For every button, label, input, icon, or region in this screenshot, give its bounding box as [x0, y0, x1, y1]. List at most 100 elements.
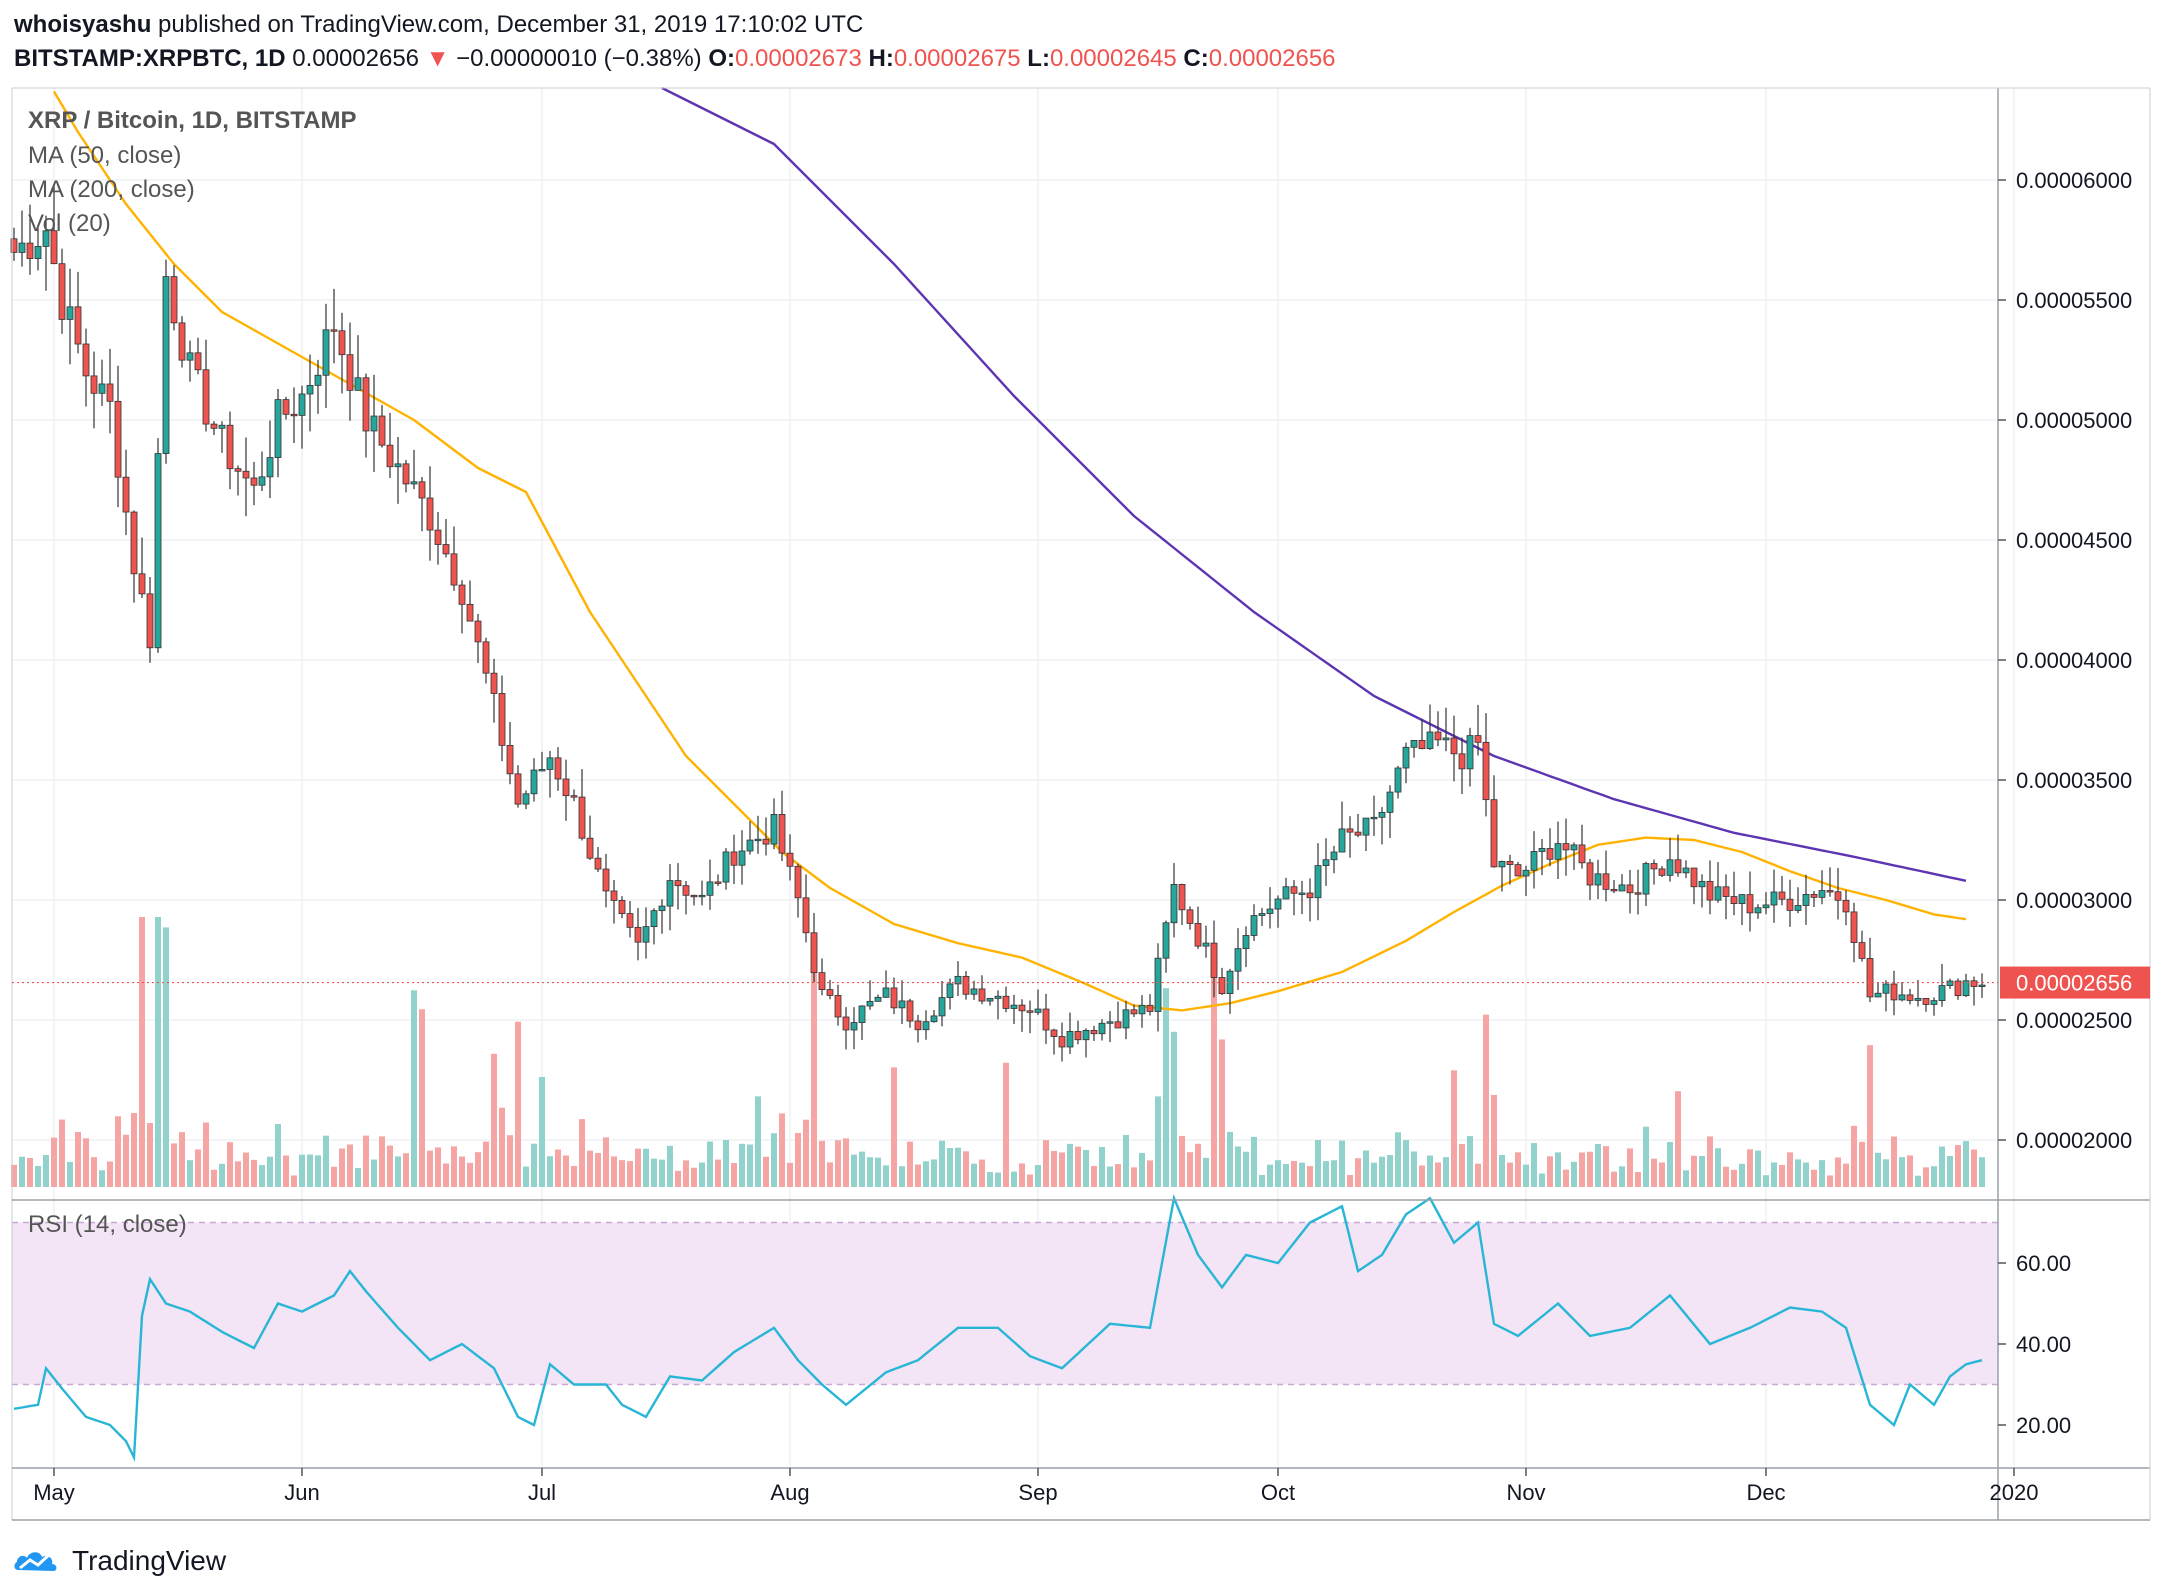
- candle-body: [1602, 873, 1610, 890]
- volume-bar: [1507, 1162, 1513, 1187]
- candle-body: [866, 1000, 874, 1007]
- volume-bar: [435, 1147, 441, 1187]
- candle-body: [1106, 1021, 1114, 1024]
- candle-body: [1434, 731, 1442, 741]
- candle-body: [1082, 1030, 1090, 1041]
- volume-bar: [35, 1165, 41, 1187]
- rsi-tick-label: 20.00: [2016, 1413, 2071, 1438]
- candle-body: [1314, 865, 1322, 899]
- published-text: published on TradingView.com, December 3…: [158, 11, 864, 38]
- volume-bar: [67, 1161, 73, 1187]
- candle-body: [1394, 767, 1402, 793]
- chart-legend: XRP / Bitcoin, 1D, BITSTAMP MA (50, clos…: [28, 107, 356, 1238]
- candle-body: [386, 444, 394, 468]
- volume-bar: [491, 1053, 497, 1187]
- chart-title: XRP / Bitcoin, 1D, BITSTAMP: [28, 107, 356, 134]
- volume-bar: [1019, 1163, 1025, 1187]
- legend-ma50[interactable]: MA (50, close): [28, 142, 181, 169]
- candle-body: [1330, 851, 1338, 861]
- candle-body: [1650, 863, 1658, 870]
- volume-bar: [1427, 1155, 1433, 1187]
- candle-body: [594, 857, 602, 870]
- volume-bar: [339, 1148, 345, 1187]
- candle-body: [434, 529, 442, 545]
- volume-bar: [419, 1009, 425, 1187]
- volume-bar: [547, 1156, 553, 1187]
- volume-bar: [1003, 1062, 1009, 1187]
- volume-bar: [587, 1150, 593, 1187]
- candle-body: [1282, 886, 1290, 900]
- candle-body: [1754, 907, 1762, 914]
- volume-bar: [379, 1136, 385, 1187]
- candle-body: [1634, 892, 1642, 895]
- candle-body: [1002, 995, 1010, 1009]
- volume-bar: [1027, 1174, 1033, 1187]
- tradingview-brand[interactable]: TradingView: [72, 1545, 227, 1576]
- volume-bar: [1539, 1173, 1545, 1187]
- candle-body: [1522, 869, 1530, 877]
- candle-body: [346, 354, 354, 391]
- time-tick-label: Aug: [770, 1480, 809, 1505]
- volume-bar: [1579, 1152, 1585, 1187]
- candle-body: [50, 230, 58, 265]
- legend-rsi[interactable]: RSI (14, close): [28, 1211, 187, 1238]
- volume-bar: [1387, 1155, 1393, 1187]
- volume-bar: [1635, 1172, 1641, 1187]
- candle-body: [1298, 892, 1306, 895]
- volume-bar: [1235, 1146, 1241, 1187]
- candle-body: [1378, 811, 1386, 818]
- volume-bar: [595, 1153, 601, 1187]
- candle-body: [242, 470, 250, 479]
- candle-body: [1538, 848, 1546, 852]
- candle-body: [1778, 891, 1786, 900]
- volume-bar: [979, 1159, 985, 1187]
- volume-bar: [1731, 1169, 1737, 1187]
- legend-vol[interactable]: Vol (20): [28, 210, 111, 237]
- volume-bar: [1907, 1155, 1913, 1187]
- candle-body: [1138, 1004, 1146, 1015]
- volume-bar: [19, 1156, 25, 1187]
- volume-bar: [1515, 1152, 1521, 1187]
- volume-bar: [51, 1137, 57, 1187]
- legend-ma200[interactable]: MA (200, close): [28, 176, 195, 203]
- volume-bars: [11, 917, 1985, 1187]
- close-label: C:: [1183, 45, 1209, 72]
- volume-bar: [1107, 1166, 1113, 1187]
- volume-bar: [619, 1160, 625, 1187]
- candle-body: [890, 987, 898, 1009]
- volume-bar: [499, 1107, 505, 1187]
- volume-bar: [899, 1166, 905, 1187]
- volume-bar: [1067, 1143, 1073, 1187]
- time-axis: May Jun Jul Aug Sep Oct Nov Dec 2020: [33, 1468, 2038, 1505]
- volume-bar: [1115, 1164, 1121, 1187]
- volume-bar: [1747, 1149, 1753, 1187]
- price-tick-label: 0.00004500: [2016, 528, 2132, 553]
- volume-bar: [1139, 1152, 1145, 1187]
- candle-body: [1642, 863, 1650, 895]
- candle-body: [666, 880, 674, 907]
- candle-body: [1122, 1009, 1130, 1029]
- volume-bar: [571, 1165, 577, 1187]
- candle-body: [1114, 1021, 1122, 1029]
- volume-bar: [995, 1172, 1001, 1187]
- candle-body: [1722, 886, 1730, 897]
- candle-body: [1346, 828, 1354, 833]
- candle-body: [562, 778, 570, 797]
- candle-body: [714, 881, 722, 884]
- volume-bar: [267, 1156, 273, 1187]
- candle-body: [1306, 892, 1314, 899]
- volume-bar: [1187, 1152, 1193, 1187]
- candle-body: [1066, 1031, 1074, 1048]
- high-value: 0.00002675: [893, 45, 1021, 72]
- candle-body: [202, 369, 210, 425]
- ma200-path: [661, 86, 1967, 882]
- publisher-name[interactable]: whoisyashu: [14, 11, 152, 38]
- volume-bar: [803, 1119, 809, 1187]
- candle-body: [1882, 983, 1890, 994]
- candle-body: [1202, 942, 1210, 947]
- candle-body: [1410, 740, 1418, 748]
- candle-body: [130, 511, 138, 575]
- volume-bar: [1291, 1160, 1297, 1187]
- volume-bar: [787, 1162, 793, 1187]
